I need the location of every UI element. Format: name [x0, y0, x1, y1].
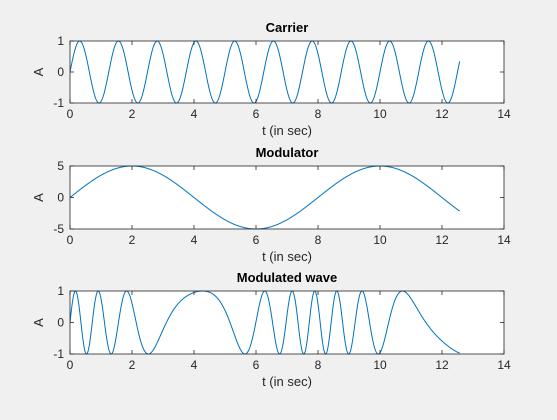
subplot-2-title: Modulator [256, 145, 319, 160]
subplot-2-ytick-label-0: 0 [57, 191, 64, 205]
subplot-3-ytick-label-1: 1 [57, 284, 64, 298]
subplot-3-xtick-label-0: 0 [67, 358, 74, 372]
subplot-1-xtick-label-8: 8 [315, 107, 322, 121]
subplot-3-axes-area [70, 291, 504, 354]
subplot-2-ylabel: A [31, 193, 46, 202]
subplot-3-xtick-label-2: 2 [129, 358, 136, 372]
subplot-1-ylabel: A [31, 67, 46, 76]
subplot-1-xtick-label-2: 2 [129, 107, 136, 121]
subplot-2-axes-area [70, 166, 504, 229]
subplot-1-title: Carrier [266, 20, 309, 35]
subplot-1-series-line-1 [70, 40, 461, 104]
subplot-1-ytick-label--1: -1 [53, 96, 64, 110]
subplot-2-ytick-label-5: 5 [57, 159, 64, 173]
subplot-2-xtick-label-4: 4 [191, 233, 198, 247]
subplot-1-xtick-label-6: 6 [253, 107, 260, 121]
subplot-1-xtick-label-0: 0 [67, 107, 74, 121]
subplot-2-ytick-label--5: -5 [53, 222, 64, 236]
subplot-3-xtick-label-14: 14 [497, 358, 511, 372]
subplot-1-xtick-label-10: 10 [373, 107, 387, 121]
subplot-2-xlabel: t (in sec) [262, 249, 312, 264]
subplot-2-xtick-label-12: 12 [435, 233, 449, 247]
subplot-3-xtick-label-10: 10 [373, 358, 387, 372]
subplot-3-xtick-label-6: 6 [253, 358, 260, 372]
subplot-3-xtick-label-4: 4 [191, 358, 198, 372]
subplot-3-xlabel: t (in sec) [262, 374, 312, 389]
subplot-3-title: Modulated wave [237, 270, 337, 285]
subplot-2-xtick-label-0: 0 [67, 233, 74, 247]
subplot-1-ytick-label-1: 1 [57, 34, 64, 48]
subplot-3-ylabel: A [31, 318, 46, 327]
subplot-3-xtick-label-8: 8 [315, 358, 322, 372]
subplot-2-xtick-label-14: 14 [497, 233, 511, 247]
subplot-2-xtick-label-2: 2 [129, 233, 136, 247]
subplot-3-ytick-label-0: 0 [57, 316, 64, 330]
subplot-1-ytick-label-0: 0 [57, 65, 64, 79]
subplot-2-xtick-label-6: 6 [253, 233, 260, 247]
subplot-1-xtick-label-12: 12 [435, 107, 449, 121]
subplot-1-axes-area [70, 41, 504, 103]
subplot-1-xlabel: t (in sec) [262, 123, 312, 138]
subplot-3-ytick-label--1: -1 [53, 347, 64, 361]
subplot-2-xtick-label-8: 8 [315, 233, 322, 247]
subplot-1-xtick-label-14: 14 [497, 107, 511, 121]
subplot-3-xtick-label-12: 12 [435, 358, 449, 372]
subplot-1-xtick-label-4: 4 [191, 107, 198, 121]
subplot-2-xtick-label-10: 10 [373, 233, 387, 247]
